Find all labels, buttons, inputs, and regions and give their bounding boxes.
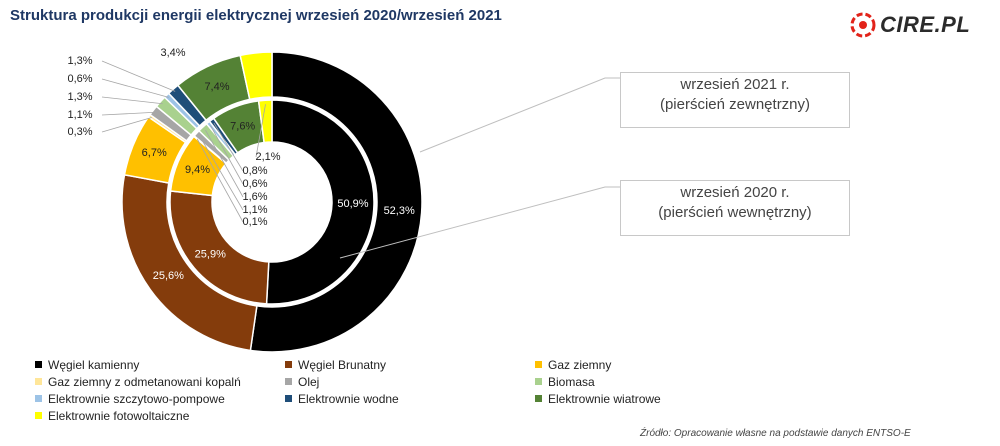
label-inner-olej: 1,1%	[242, 204, 267, 216]
slice-outer-elektrownie-fotowoltaiczne	[239, 51, 273, 101]
data-labels: 52,3% 25,6% 6,7% 0,3% 1,1% 1,3% 0,6% 1,3% 7,4% 3,…	[67, 47, 415, 282]
legend-label: Gaz ziemny	[548, 358, 612, 372]
slice-outer-wegiel-kamienny	[249, 51, 423, 353]
legend-label: Elektrownie wiatrowe	[548, 392, 661, 406]
logo-text: CIRE.PL	[880, 12, 971, 37]
legend-label: Elektrownie wodne	[298, 392, 399, 406]
legend-swatch	[285, 361, 292, 369]
legend-item-elektrownie-szczytowo-pompowe: Elektrownie szczytowo-pompowe	[35, 391, 225, 407]
donut-rings	[121, 51, 423, 353]
callout-outer-ring: wrzesień 2021 r. (pierścień zewnętrzny)	[620, 72, 850, 128]
label-inner-gaz-ziemny: 9,4%	[185, 164, 210, 176]
label-outer-wegiel-brunatny: 25,6%	[153, 270, 184, 282]
label-outer-elektrownie-wiatrowe: 7,4%	[204, 81, 229, 93]
label-outer-biomasa: 1,3%	[67, 91, 92, 103]
leader-lines	[101, 60, 620, 259]
label-inner-wegiel-brunatny: 25,9%	[195, 248, 226, 260]
legend-item-biomasa: Biomasa	[535, 374, 595, 390]
leader-inner-gaz-ziemny-z-odmetanowani-kopaln	[196, 138, 244, 223]
leader-inner-elektrownie-wodne	[213, 122, 244, 172]
label-inner-wegiel-kamienny: 50,9%	[337, 198, 368, 210]
source-note: Źródło: Opracowanie własne na podstawie …	[640, 428, 911, 439]
leader-outer-elektrownie-wodne	[101, 60, 176, 92]
leader-inner-olej	[199, 135, 244, 211]
label-outer-wegiel-kamienny: 52,3%	[384, 205, 415, 217]
legend-swatch	[285, 378, 292, 386]
legend-swatch	[535, 378, 542, 386]
legend-item-olej: Olej	[285, 374, 319, 390]
label-outer-gaz-ziemny: 6,7%	[142, 147, 167, 159]
callout-outer-line2: (pierścień zewnętrzny)	[659, 96, 811, 113]
legend-swatch	[35, 395, 42, 403]
leader-inner-elektrownie-fotowoltaiczne	[255, 104, 266, 158]
leader-outer-gaz-ziemny-z-odmetanowani-kopaln	[101, 117, 152, 133]
legend-label: Gaz ziemny z odmetanowani kopalń	[48, 375, 241, 389]
legend-item-gaz-ziemny: Gaz ziemny	[535, 357, 611, 373]
label-inner-elektrownie-wodne: 0,8%	[242, 165, 267, 177]
callout-inner-line1: wrzesień 2020 r.	[680, 184, 790, 201]
legend-swatch	[35, 361, 42, 369]
callout-outer-line1: wrzesień 2021 r.	[680, 76, 790, 93]
callout-outer-connector	[419, 77, 620, 153]
label-inner-elektrownie-wiatrowe: 7,6%	[230, 120, 255, 132]
label-inner-gaz-ziemny-z-odmetanowani-kopaln: 0,1%	[242, 216, 267, 228]
leader-inner-biomasa	[205, 129, 244, 198]
callout-inner-connector	[339, 186, 620, 259]
logo: CIRE.PL	[850, 10, 990, 40]
label-outer-elektrownie-fotowoltaiczne: 3,4%	[160, 47, 185, 59]
label-outer-gaz-ziemny-z-odmetanowani-kopaln: 0,3%	[67, 126, 92, 138]
leader-outer-olej	[101, 111, 156, 116]
legend-swatch	[35, 378, 42, 386]
legend-item-gaz-ziemny-z-odmetanowani-kopaln: Gaz ziemny z odmetanowani kopalń	[35, 374, 241, 390]
legend-swatch	[535, 395, 542, 403]
leader-inner-elektrownie-szczytowo-pompowe	[210, 125, 244, 185]
slice-inner-elektrownie-fotowoltaiczne	[257, 99, 273, 144]
legend-item-elektrownie-fotowoltaiczne: Elektrownie fotowoltaiczne	[35, 408, 189, 424]
legend-label: Olej	[298, 375, 320, 389]
slice-inner-wegiel-kamienny	[265, 99, 375, 305]
label-outer-elektrownie-wodne: 1,3%	[67, 55, 92, 67]
legend-swatch	[535, 361, 542, 369]
legend-item-wegiel-kamienny: Węgiel kamienny	[35, 357, 139, 373]
label-inner-elektrownie-fotowoltaiczne: 2,1%	[255, 151, 280, 163]
label-outer-elektrownie-szczytowo-pompowe: 0,6%	[67, 73, 92, 85]
legend-item-wegiel-brunatny: Węgiel Brunatny	[285, 357, 386, 373]
label-inner-biomasa: 1,6%	[242, 191, 267, 203]
legend-label: Elektrownie fotowoltaiczne	[48, 409, 190, 423]
legend-label: Węgiel kamienny	[48, 358, 140, 372]
legend-label: Elektrownie szczytowo-pompowe	[48, 392, 225, 406]
cire-logo-icon	[850, 12, 876, 38]
legend-item-elektrownie-wodne: Elektrownie wodne	[285, 391, 399, 407]
legend-swatch	[285, 395, 292, 403]
legend-label: Węgiel Brunatny	[298, 358, 387, 372]
leader-outer-biomasa	[101, 96, 163, 105]
callout-inner-ring: wrzesień 2020 r. (pierścień wewnętrzny)	[620, 180, 850, 236]
label-outer-olej: 1,1%	[67, 109, 92, 121]
callout-inner-line2: (pierścień wewnętrzny)	[658, 204, 812, 221]
leader-outer-elektrownie-szczytowo-pompowe	[101, 78, 169, 98]
legend-label: Biomasa	[548, 375, 595, 389]
legend-swatch	[35, 412, 42, 420]
chart-title: Struktura produkcji energii elektrycznej…	[10, 7, 502, 24]
label-inner-elektrownie-szczytowo-pompowe: 0,6%	[242, 178, 267, 190]
legend-item-elektrownie-wiatrowe: Elektrownie wiatrowe	[535, 391, 661, 407]
